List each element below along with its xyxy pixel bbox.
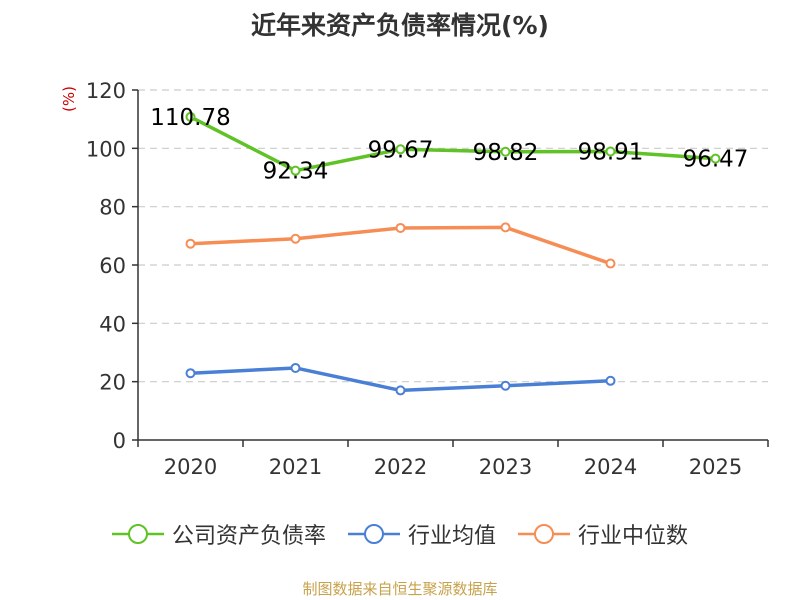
point-company-2023 [500,146,511,157]
point-company-2021 [290,165,301,176]
data-label-company-2022: 99.67 [368,137,434,163]
y-tick-label-0: 0 [113,429,126,453]
point-industry-median-2022 [395,222,406,233]
legend: 公司资产负债率 行业均值 行业中位数 [0,518,800,550]
point-industry-mean-2020 [185,368,196,379]
x-tick-label-2023: 2023 [479,455,532,479]
data-label-company-2023: 98.82 [473,140,539,166]
legend-swatch-company [111,524,164,544]
y-tick-label-20: 20 [99,371,126,395]
legend-label-industry-mean: 行业均值 [407,524,496,549]
point-company-2022 [395,144,406,155]
point-company-2020 [185,111,196,122]
chart-title: 近年来资产负债率情况(%) [251,11,549,40]
y-tick-label-120: 120 [86,79,126,103]
point-industry-mean-2024 [605,375,616,386]
series-line-company [189,115,716,173]
legend-swatch-industry-median [518,524,570,544]
point-company-2024 [605,146,616,157]
data-label-layer: 110.78 92.34 99.67 98.82 98.91 96.47 [150,105,748,185]
data-label-company-2021: 92.34 [263,159,329,185]
point-industry-median-2020 [185,238,196,249]
point-industry-median-2021 [290,233,301,244]
point-industry-mean-2021 [290,362,301,373]
point-industry-mean-2022 [395,385,406,396]
point-company-2025 [710,153,721,164]
axis-layer: 0 20 40 60 80 100 120 2020 2021 2022 2023 2024 2025 [86,79,769,479]
x-tick-label-2020: 2020 [164,455,217,479]
y-tick-label-80: 80 [99,196,126,220]
y-tick-label-40: 40 [99,312,126,336]
point-industry-median-2023 [500,222,511,233]
x-tick-label-2021: 2021 [269,455,322,479]
legend-item-industry-median[interactable]: 行业中位数 [518,518,688,550]
data-label-company-2020: 110.78 [150,105,230,131]
x-tick-label-2024: 2024 [584,455,637,479]
grid-layer [138,89,768,383]
y-axis-unit-label: (%) [60,86,78,112]
legend-label-company: 公司资产负债率 [171,524,326,549]
y-tick-label-100: 100 [86,137,126,161]
data-label-company-2024: 98.91 [578,140,644,166]
y-tick-label-60: 60 [99,254,126,278]
x-tick-label-2022: 2022 [374,455,427,479]
point-industry-mean-2023 [500,380,511,391]
legend-label-industry-median: 行业中位数 [578,524,689,549]
legend-item-company[interactable]: 公司资产负债率 [111,518,326,550]
data-label-company-2025: 96.47 [683,147,749,173]
point-industry-median-2024 [605,258,616,269]
data-source-note: 制图数据来自恒生聚源数据库 [302,580,498,598]
legend-swatch-industry-mean [347,524,400,544]
legend-item-industry-mean[interactable]: 行业均值 [347,518,496,550]
series-layer [185,111,721,396]
x-tick-label-2025: 2025 [689,455,742,479]
